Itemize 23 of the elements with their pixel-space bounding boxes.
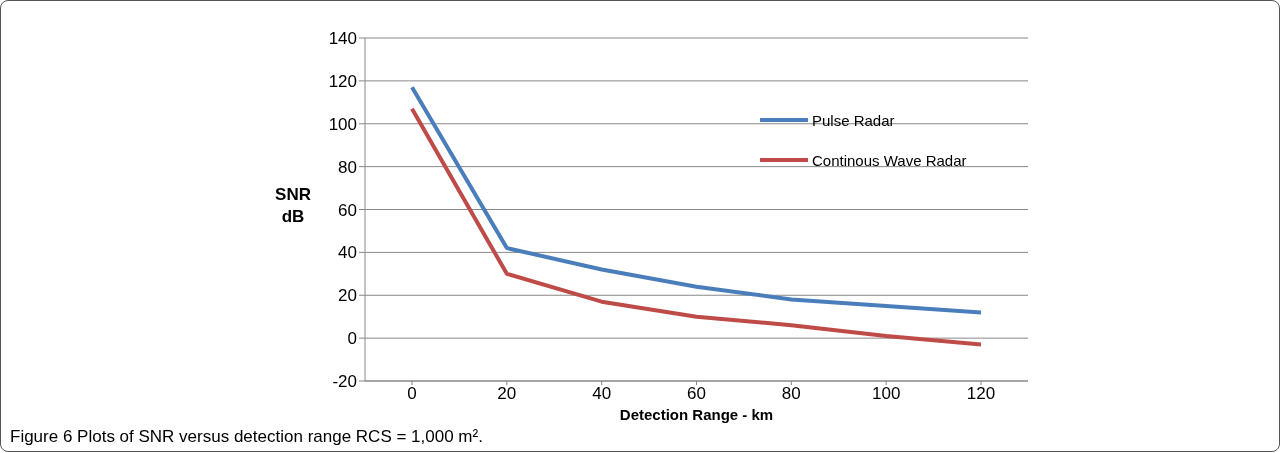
y-tick-label: 140 [328,29,357,49]
y-tick-label: 40 [338,243,357,263]
line-series [410,85,983,315]
legend-label: Pulse Radar [812,111,895,129]
y-tick-label: -20 [332,372,357,392]
y-tick-label: 120 [328,71,357,91]
y-tick-label: 20 [338,286,357,306]
y-tick-label: 100 [328,114,357,134]
legend-label: Continous Wave Radar [812,151,967,169]
caption: Figure 6 Plots of SNR versus detection range RCS = 1,000 m². [10,427,483,447]
x-axis-title: Detection Range - km [618,406,775,423]
x-tick-label: 60 [687,384,706,404]
x-tick-label: 0 [407,384,417,404]
x-tick-label: 100 [871,384,901,404]
y-tick-label: 80 [338,157,357,177]
y-tick-label: 60 [338,200,357,220]
y-axis-title: SNR dB [274,184,312,228]
x-tick-label: 80 [781,384,801,404]
x-tick-label: 20 [497,384,517,404]
line-series [410,106,983,347]
x-tick-label: 120 [966,384,996,404]
y-tick-label: 0 [347,329,357,349]
x-tick-label: 40 [592,384,612,404]
